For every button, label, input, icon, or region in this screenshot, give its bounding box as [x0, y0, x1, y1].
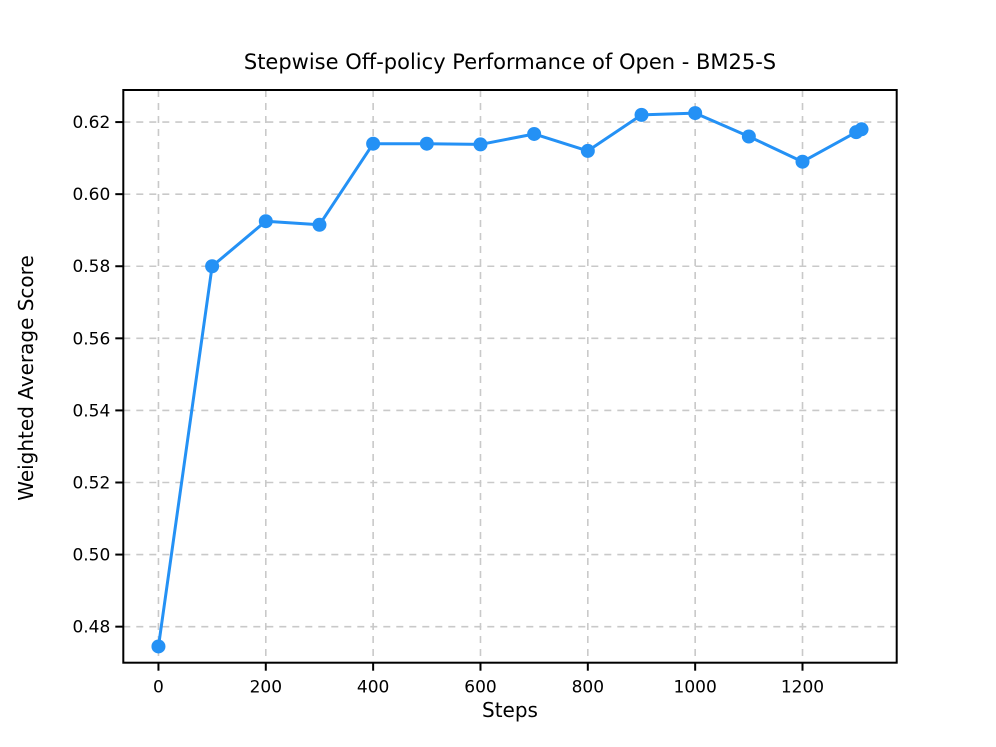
data-point-marker	[312, 217, 327, 232]
y-tick-label: 0.56	[72, 329, 110, 349]
x-axis-label: Steps	[482, 698, 538, 722]
y-tick-label: 0.52	[72, 473, 110, 493]
y-tick-label: 0.50	[72, 546, 110, 566]
data-point-marker	[688, 106, 703, 121]
axis-ticks: 0 200 400 600 800 1000 1200 0.48 0.50 0.52 0.54 0.5…	[72, 113, 824, 698]
y-tick-label: 0.62	[72, 113, 110, 133]
series-line	[156, 111, 864, 648]
x-tick-label: 200	[250, 678, 282, 698]
plot-border	[122, 89, 898, 664]
data-point-marker	[634, 107, 649, 122]
x-tick-label: 400	[357, 678, 389, 698]
data-point-marker	[419, 136, 434, 151]
y-tick-label: 0.54	[72, 401, 110, 421]
x-tick-label: 1200	[781, 678, 824, 698]
data-point-marker	[527, 126, 542, 141]
data-point-marker	[580, 143, 595, 158]
data-point-marker	[473, 137, 488, 152]
data-point-marker	[258, 214, 273, 229]
data-point-marker	[854, 122, 869, 137]
x-tick-label: 1000	[674, 678, 717, 698]
y-tick-label: 0.48	[72, 618, 110, 638]
x-tick-label: 800	[572, 678, 604, 698]
data-point-marker	[205, 259, 220, 274]
x-tick-label: 600	[464, 678, 496, 698]
data-point-marker	[795, 154, 810, 169]
data-point-marker	[741, 129, 756, 144]
data-series	[151, 106, 869, 654]
data-point-marker	[151, 639, 166, 654]
y-tick-label: 0.58	[72, 257, 110, 277]
grid-lines	[123, 90, 897, 663]
data-point-marker	[366, 136, 381, 151]
y-tick-label: 0.60	[72, 185, 110, 205]
chart-title: Stepwise Off-policy Performance of Open …	[243, 50, 777, 74]
x-tick-label: 0	[153, 678, 164, 698]
